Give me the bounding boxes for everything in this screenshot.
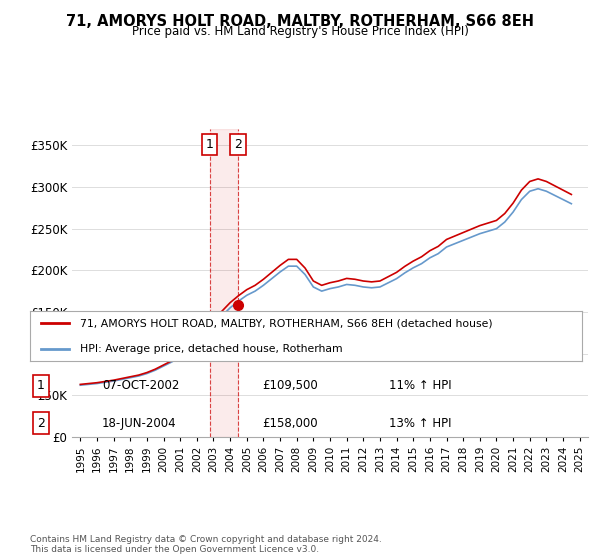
Text: 13% ↑ HPI: 13% ↑ HPI [389,417,451,430]
Text: 2: 2 [37,417,45,430]
Text: 2: 2 [234,138,242,151]
Text: 1: 1 [206,138,214,151]
Text: £109,500: £109,500 [262,379,317,393]
Text: £158,000: £158,000 [262,417,317,430]
Text: 11% ↑ HPI: 11% ↑ HPI [389,379,451,393]
Bar [209,129,238,437]
Text: Price paid vs. HM Land Registry's House Price Index (HPI): Price paid vs. HM Land Registry's House … [131,25,469,38]
Text: 18-JUN-2004: 18-JUN-2004 [102,417,176,430]
Text: Contains HM Land Registry data © Crown copyright and database right 2024.
This d: Contains HM Land Registry data © Crown c… [30,535,382,554]
Text: 71, AMORYS HOLT ROAD, MALTBY, ROTHERHAM, S66 8EH (detached house): 71, AMORYS HOLT ROAD, MALTBY, ROTHERHAM,… [80,319,493,328]
Text: HPI: Average price, detached house, Rotherham: HPI: Average price, detached house, Roth… [80,344,343,353]
Text: 71, AMORYS HOLT ROAD, MALTBY, ROTHERHAM, S66 8EH: 71, AMORYS HOLT ROAD, MALTBY, ROTHERHAM,… [66,14,534,29]
Text: 07-OCT-2002: 07-OCT-2002 [102,379,179,393]
Text: 1: 1 [37,379,45,393]
